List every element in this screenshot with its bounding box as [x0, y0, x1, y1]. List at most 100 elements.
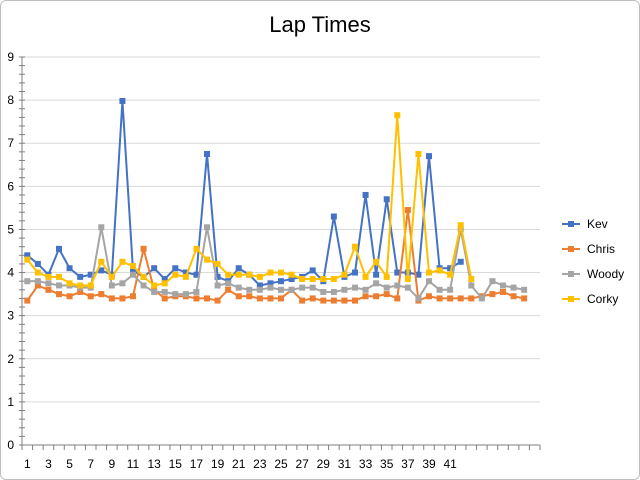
data-point-chris [309, 295, 316, 302]
data-point-kev [278, 278, 284, 285]
data-point-kev [87, 271, 94, 278]
data-point-woody [182, 291, 189, 298]
data-point-corky [225, 271, 232, 278]
data-point-woody [140, 282, 147, 289]
data-point-kev [119, 97, 126, 104]
legend-marker-woody [568, 271, 574, 277]
data-point-chris [320, 297, 327, 304]
data-point-corky [172, 271, 179, 278]
data-point-woody [278, 286, 284, 293]
y-tick-label: 8 [7, 93, 14, 107]
data-point-corky [383, 273, 390, 280]
data-point-woody [404, 284, 411, 291]
y-tick-label: 1 [7, 395, 14, 409]
data-point-woody [330, 288, 337, 295]
data-point-kev [373, 271, 380, 278]
x-tick-label: 37 [401, 457, 415, 471]
data-point-chris [299, 297, 306, 304]
x-tick-label: 9 [109, 457, 116, 471]
data-point-chris [225, 286, 232, 293]
data-point-corky [468, 276, 475, 283]
data-point-chris [394, 295, 401, 302]
data-point-woody [500, 282, 506, 289]
data-point-corky [204, 256, 210, 263]
legend-marker-chris [568, 246, 574, 252]
x-tick-label: 27 [295, 457, 309, 471]
data-point-woody [373, 280, 380, 287]
data-point-woody [193, 288, 200, 295]
data-point-chris [500, 288, 506, 295]
data-point-corky [341, 271, 348, 278]
legend-marker-kev [568, 221, 574, 227]
data-point-chris [161, 295, 168, 302]
data-point-corky [320, 276, 327, 283]
data-point-corky [108, 273, 115, 280]
x-tick-label: 39 [422, 457, 436, 471]
data-point-corky [394, 112, 401, 119]
data-point-kev [288, 276, 295, 283]
data-point-chris [489, 291, 496, 298]
data-point-corky [140, 273, 147, 280]
data-point-kev [415, 271, 422, 278]
data-point-kev [235, 265, 242, 272]
data-point-chris [362, 293, 369, 300]
data-point-kev [214, 273, 221, 280]
data-point-kev [394, 269, 401, 276]
data-point-corky [34, 269, 41, 276]
legend-label-woody: Woody [587, 267, 624, 281]
data-point-kev [77, 273, 84, 280]
data-point-corky [66, 280, 73, 287]
data-point-chris [457, 295, 464, 302]
data-point-chris [341, 297, 348, 304]
y-tick-label: 6 [7, 179, 14, 193]
data-point-chris [404, 207, 411, 214]
data-point-kev [34, 260, 41, 267]
data-point-chris [373, 293, 380, 300]
data-point-corky [278, 269, 284, 276]
x-tick-label: 3 [45, 457, 52, 471]
data-point-chris [193, 295, 200, 302]
y-tick-label: 3 [7, 309, 14, 323]
data-point-kev [182, 269, 189, 276]
data-point-corky [256, 273, 263, 280]
data-point-kev [352, 269, 358, 276]
data-point-kev [426, 153, 432, 160]
x-tick-label: 1 [24, 457, 31, 471]
x-tick-label: 11 [127, 457, 140, 471]
data-point-chris [108, 295, 115, 302]
legend-label-chris: Chris [587, 242, 615, 256]
data-point-woody [24, 278, 31, 285]
data-point-corky [309, 276, 316, 283]
data-point-corky [330, 276, 337, 283]
data-point-woody [34, 278, 41, 285]
data-point-chris [24, 297, 31, 304]
data-point-corky [24, 256, 31, 263]
data-point-woody [299, 284, 306, 291]
y-tick-label: 7 [7, 136, 14, 150]
x-tick-label: 13 [147, 457, 161, 471]
data-point-corky [426, 269, 432, 276]
data-point-woody [161, 288, 168, 295]
data-point-corky [246, 271, 253, 278]
data-point-woody [204, 224, 210, 231]
data-point-chris [34, 282, 41, 289]
x-tick-label: 25 [274, 457, 288, 471]
x-tick-label: 17 [190, 457, 204, 471]
data-point-chris [119, 295, 126, 302]
x-tick-label: 23 [253, 457, 267, 471]
data-point-corky [77, 282, 84, 289]
data-point-corky [299, 276, 306, 283]
data-point-woody [119, 280, 126, 287]
data-point-chris [77, 288, 84, 295]
data-point-corky [182, 273, 189, 280]
data-point-kev [330, 213, 337, 220]
data-point-chris [352, 297, 358, 304]
data-point-chris [45, 286, 52, 293]
data-point-woody [151, 288, 158, 295]
legend-marker-corky [568, 296, 574, 302]
data-point-woody [246, 286, 253, 293]
data-point-woody [172, 291, 179, 298]
data-point-corky [98, 258, 105, 265]
y-tick-label: 4 [7, 266, 14, 280]
data-point-woody [214, 282, 221, 289]
